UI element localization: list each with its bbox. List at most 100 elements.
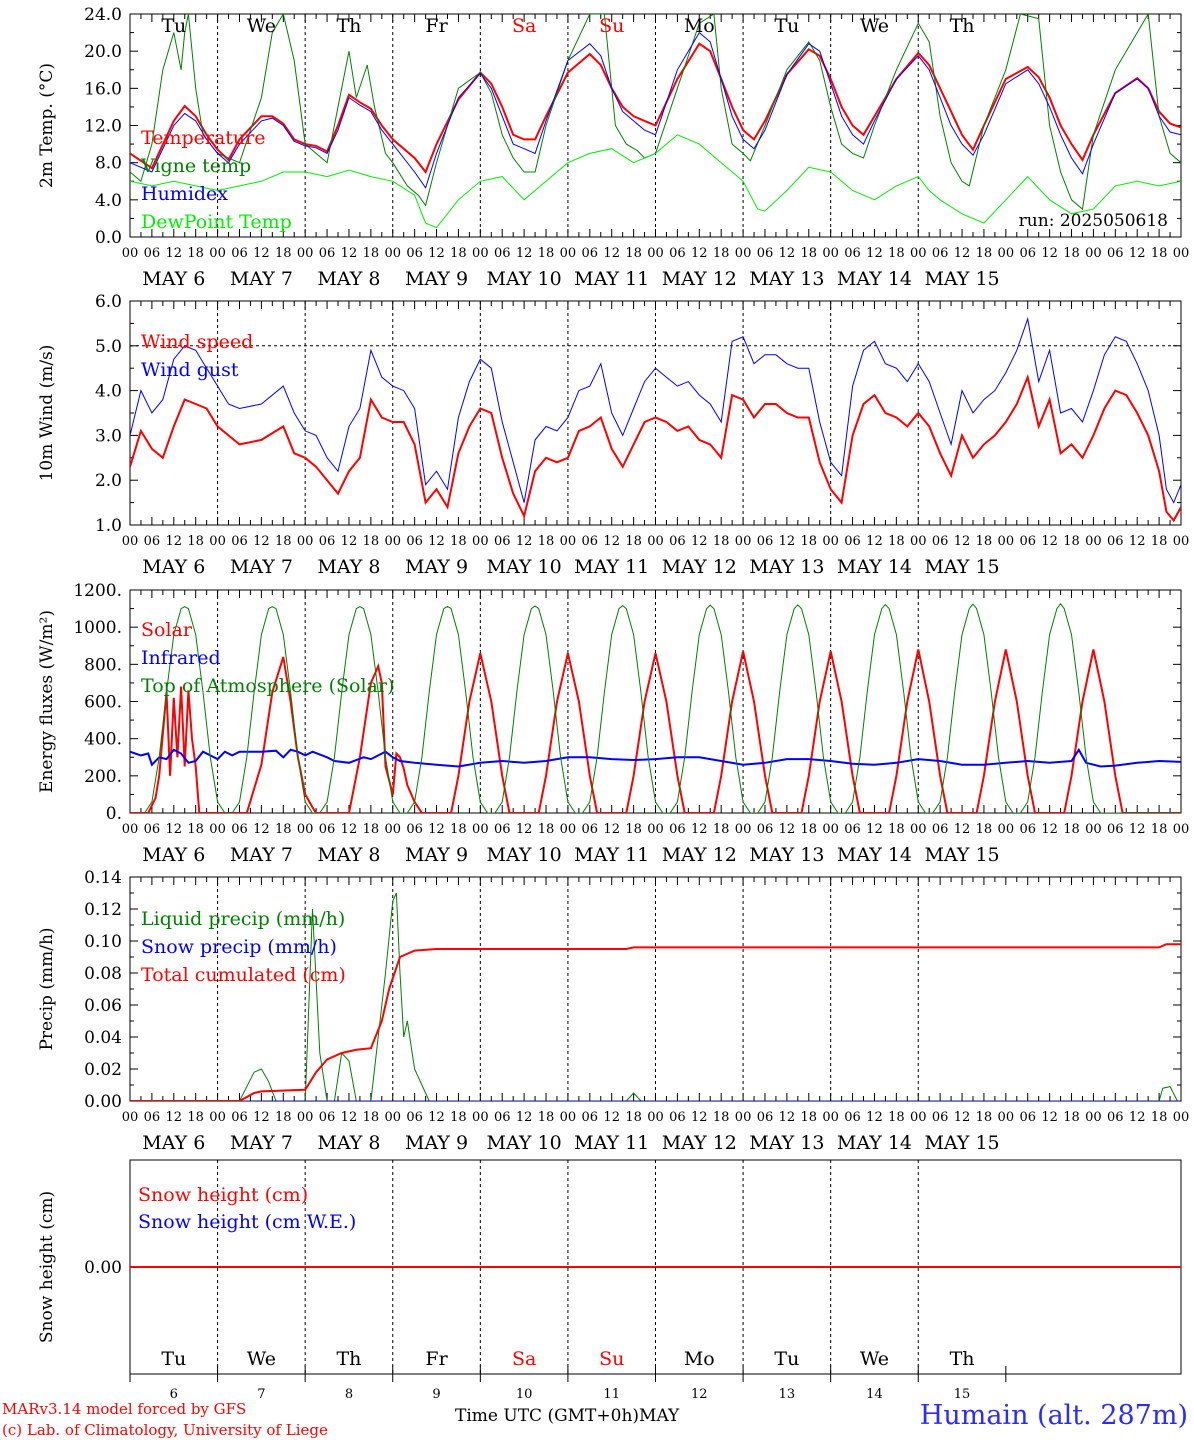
hour-tick-label: 06 (932, 246, 949, 261)
time-axis-month: MAY (639, 1406, 680, 1426)
hour-tick-label: 06 (844, 246, 861, 261)
weekday-label-top: We (247, 15, 276, 37)
hour-tick-label: 06 (231, 246, 248, 261)
y-tick-label: 0.08 (84, 964, 122, 984)
y-axis-label: Snow height (cm) (37, 1191, 57, 1343)
hour-tick-label: 12 (691, 534, 708, 549)
hour-tick-label: 18 (800, 246, 817, 261)
hour-tick-label: 06 (669, 246, 686, 261)
hour-tick-label: 18 (450, 246, 467, 261)
hour-tick-label: 18 (538, 534, 555, 549)
hour-tick-label: 12 (341, 1110, 358, 1125)
hour-tick-label: 00 (998, 534, 1015, 549)
day-label: MAY 8 (317, 844, 380, 866)
hour-tick-label: 12 (1129, 1110, 1146, 1125)
hour-tick-label: 18 (713, 246, 730, 261)
hour-tick-label: 18 (625, 534, 642, 549)
y-tick-label: 1.0 (95, 516, 122, 536)
y-tick-label: 0.0 (95, 228, 122, 248)
day-label: MAY 7 (230, 1132, 293, 1154)
day-label: MAY 12 (662, 844, 737, 866)
hour-tick-label: 12 (516, 1110, 533, 1125)
panel-1 (129, 13, 1182, 238)
hour-tick-label: 00 (910, 246, 927, 261)
hour-tick-label: 00 (384, 1110, 401, 1125)
hour-tick-label: 06 (757, 822, 774, 837)
y-tick-label: 0.10 (84, 932, 122, 952)
weekday-label-bottom: Mo (684, 1348, 715, 1370)
weekday-label-bottom: We (247, 1348, 276, 1370)
hour-tick-label: 06 (144, 822, 161, 837)
y-tick-label: 4.0 (95, 382, 122, 402)
weekday-label-top: Fr (425, 15, 448, 37)
day-label: MAY 6 (142, 844, 205, 866)
hour-tick-label: 12 (866, 1110, 883, 1125)
hour-tick-label: 06 (932, 822, 949, 837)
legend-wind-gust: Wind gust (141, 359, 239, 381)
hour-tick-label: 06 (406, 1110, 423, 1125)
hour-tick-label: 18 (888, 822, 905, 837)
hour-tick-label: 06 (582, 822, 599, 837)
day-number-label: 10 (516, 1387, 533, 1402)
day-label: MAY 8 (317, 556, 380, 578)
day-label: MAY 14 (837, 556, 912, 578)
hour-tick-label: 06 (494, 246, 511, 261)
hour-tick-label: 18 (625, 246, 642, 261)
hour-tick-label: 18 (187, 1110, 204, 1125)
y-tick-label: 12.0 (84, 117, 122, 137)
hour-tick-label: 06 (1107, 246, 1124, 261)
hour-tick-label: 12 (603, 822, 620, 837)
day-label: MAY 6 (142, 268, 205, 290)
weekday-label-bottom: Th (950, 1348, 975, 1370)
legend-wind-speed: Wind speed (141, 331, 253, 353)
day-number-label: 7 (257, 1387, 265, 1402)
hour-tick-label: 06 (319, 534, 336, 549)
day-label: MAY 6 (142, 1132, 205, 1154)
hour-tick-label: 12 (253, 822, 270, 837)
weekday-label-top: Tu (161, 15, 186, 37)
day-label: MAY 10 (487, 268, 562, 290)
hour-tick-label: 00 (735, 246, 752, 261)
hour-tick-label: 06 (669, 1110, 686, 1125)
hour-tick-label: 18 (888, 534, 905, 549)
y-tick-label: 0.00 (84, 1258, 122, 1278)
hour-tick-label: 00 (822, 246, 839, 261)
hour-tick-label: 12 (866, 246, 883, 261)
day-label: MAY 11 (574, 268, 649, 290)
hour-tick-label: 00 (647, 534, 664, 549)
y-axis-label: Precip (mm/h) (37, 927, 57, 1050)
hour-tick-label: 12 (866, 534, 883, 549)
hour-tick-label: 12 (341, 246, 358, 261)
hour-tick-label: 18 (800, 534, 817, 549)
hour-tick-label: 18 (888, 246, 905, 261)
legend-snow-height-cm-: Snow height (cm) (138, 1184, 308, 1206)
hour-tick-label: 18 (363, 1110, 380, 1125)
y-tick-label: 0.02 (84, 1060, 122, 1080)
y-tick-label: 3.0 (95, 426, 122, 446)
legend-liquid-precip-mm-h-: Liquid precip (mm/h) (141, 908, 345, 930)
hour-tick-label: 00 (1085, 534, 1102, 549)
panel-3 (129, 589, 1182, 814)
day-label: MAY 11 (574, 556, 649, 578)
hour-tick-label: 12 (1041, 534, 1058, 549)
day-label: MAY 8 (317, 268, 380, 290)
day-number-label: 12 (691, 1387, 708, 1402)
hour-tick-label: 18 (625, 1110, 642, 1125)
hour-tick-label: 00 (735, 534, 752, 549)
hour-tick-label: 00 (822, 1110, 839, 1125)
hour-tick-label: 18 (275, 246, 292, 261)
day-number-label: 14 (866, 1387, 883, 1402)
panel-2 (129, 300, 1182, 526)
hour-tick-label: 00 (998, 246, 1015, 261)
hour-tick-label: 12 (516, 822, 533, 837)
hour-tick-label: 12 (1041, 822, 1058, 837)
day-label: MAY 7 (230, 844, 293, 866)
weekday-label-top: Sa (512, 15, 536, 37)
hour-tick-label: 12 (1129, 822, 1146, 837)
hour-tick-label: 18 (713, 534, 730, 549)
hour-tick-label: 00 (1085, 1110, 1102, 1125)
hour-tick-label: 06 (406, 822, 423, 837)
y-tick-label: 800. (84, 655, 122, 675)
hour-tick-label: 00 (209, 1110, 226, 1125)
hour-tick-label: 06 (144, 246, 161, 261)
